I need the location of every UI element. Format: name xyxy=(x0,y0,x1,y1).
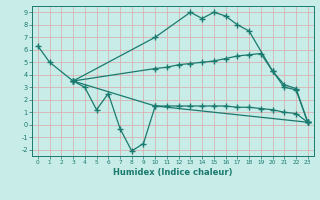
X-axis label: Humidex (Indice chaleur): Humidex (Indice chaleur) xyxy=(113,168,233,177)
